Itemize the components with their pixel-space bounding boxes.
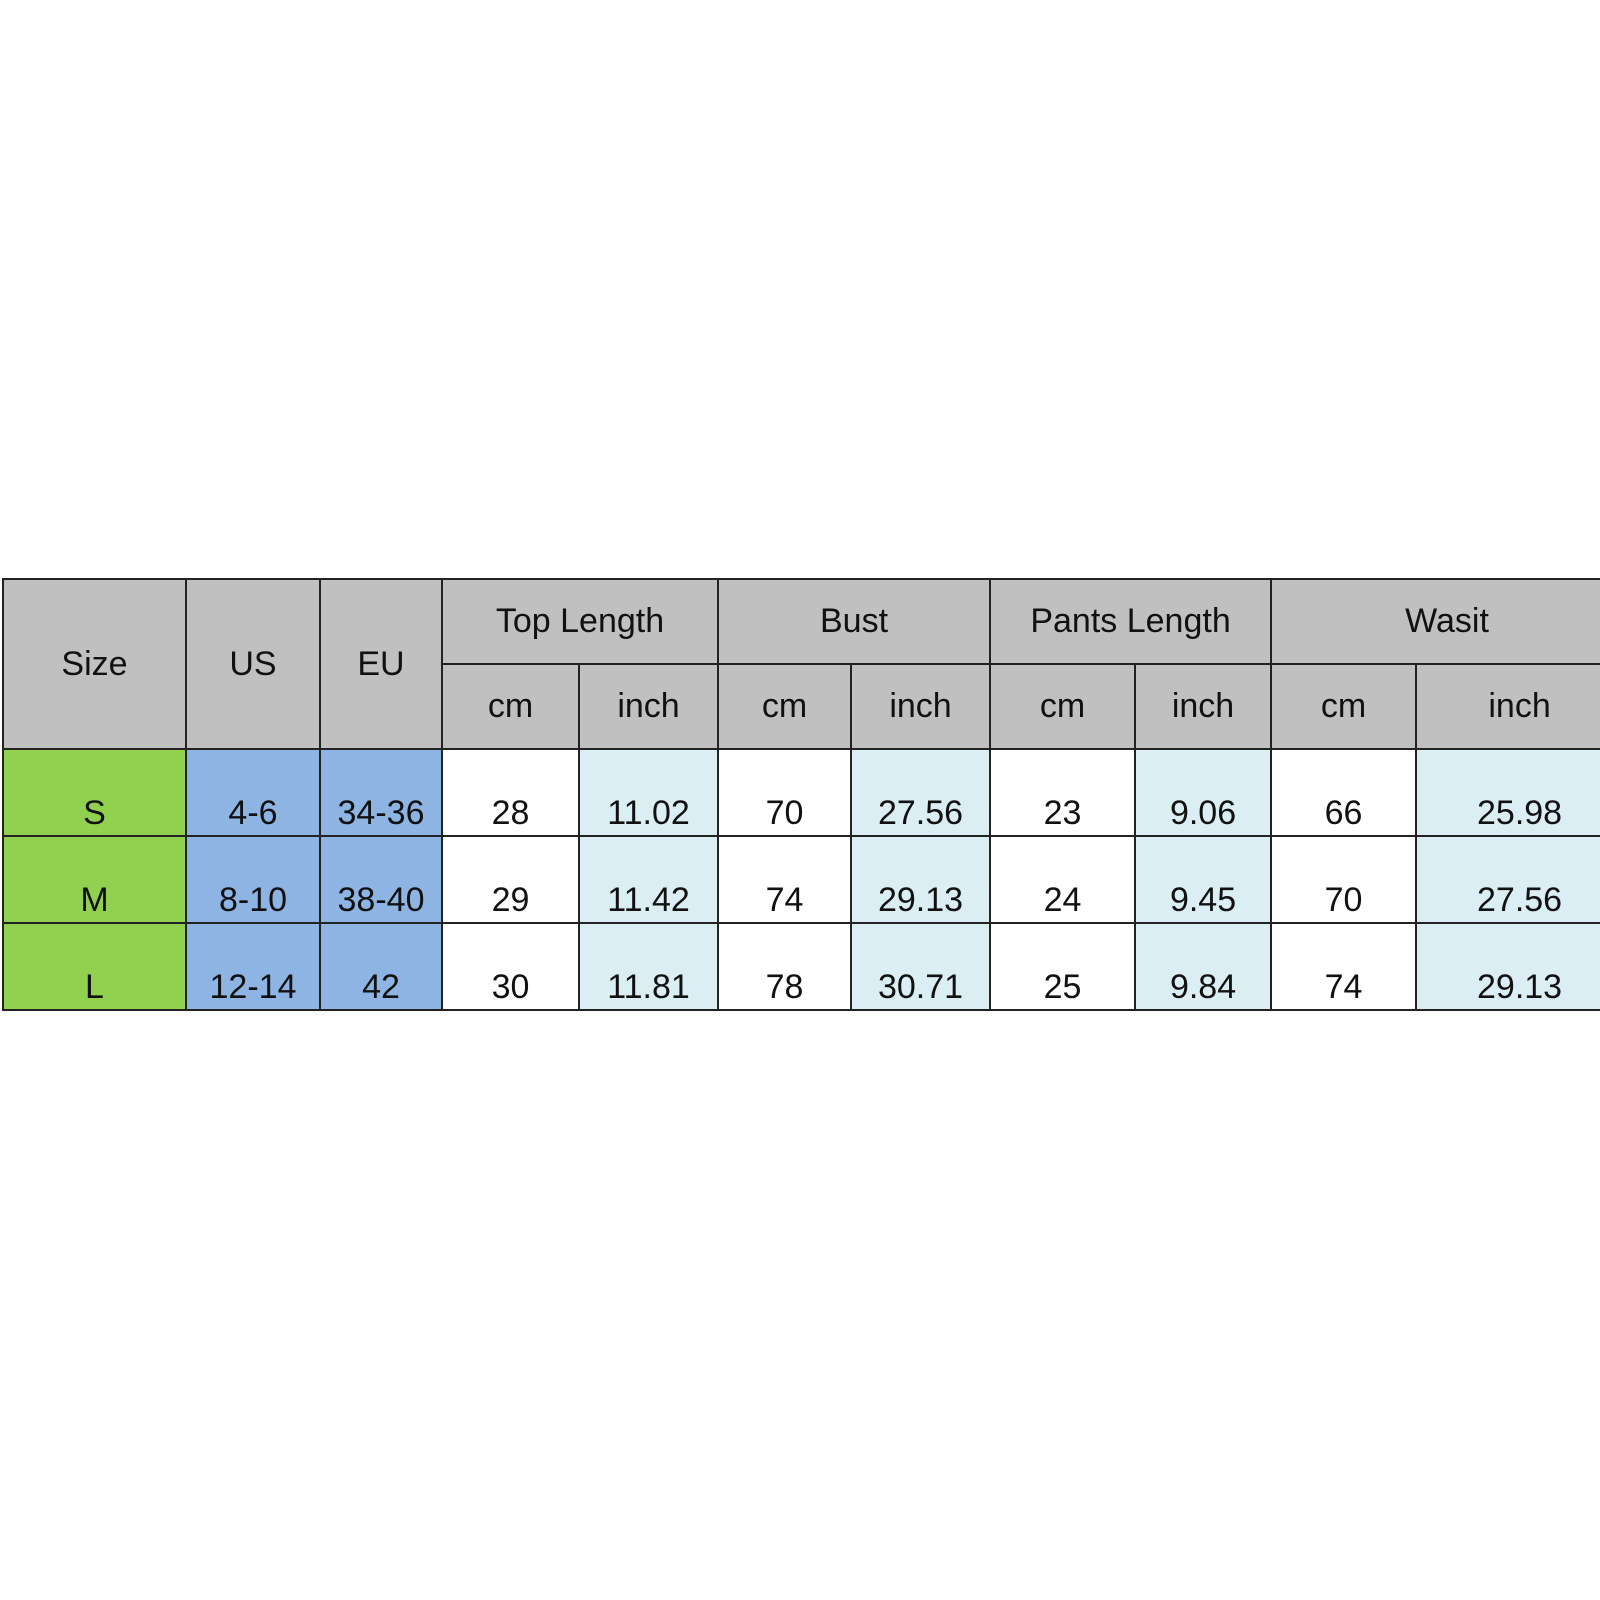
value-cell: 74 — [1270, 922, 1418, 1011]
value-cell: 66 — [1270, 748, 1418, 837]
us-cell: 12-14 — [185, 922, 321, 1011]
table-row: S 4-6 34-36 28 11.02 70 27.56 23 9.06 66… — [2, 748, 1600, 837]
size-cell: M — [2, 835, 187, 924]
value-cell: 29.13 — [1415, 922, 1600, 1011]
unit-header: inch — [1134, 663, 1273, 750]
header-bust: Bust — [717, 578, 992, 665]
value-cell: 25 — [989, 922, 1137, 1011]
value-cell: 9.45 — [1134, 835, 1273, 924]
unit-header: inch — [1415, 663, 1600, 750]
header-top-length: Top Length — [440, 578, 720, 665]
value-cell: 30.71 — [850, 922, 992, 1011]
value-cell: 25.98 — [1415, 748, 1600, 837]
value-cell: 9.06 — [1134, 748, 1273, 837]
header-us: US — [185, 578, 321, 750]
unit-header: inch — [577, 663, 720, 750]
value-cell: 27.56 — [850, 748, 992, 837]
unit-header: inch — [850, 663, 992, 750]
value-cell: 70 — [1270, 835, 1418, 924]
value-cell: 27.56 — [1415, 835, 1600, 924]
us-cell: 8-10 — [185, 835, 321, 924]
value-cell: 28 — [441, 748, 580, 837]
value-cell: 11.02 — [577, 748, 720, 837]
value-cell: 29.13 — [850, 835, 992, 924]
unit-header: cm — [717, 663, 853, 750]
size-cell: S — [2, 748, 187, 837]
eu-cell: 34-36 — [319, 748, 443, 837]
value-cell: 30 — [441, 922, 580, 1011]
unit-header: cm — [441, 663, 580, 750]
eu-cell: 42 — [319, 922, 443, 1011]
value-cell: 29 — [441, 835, 580, 924]
table-row: L 12-14 42 30 11.81 78 30.71 25 9.84 74 … — [2, 922, 1600, 1011]
table-row: M 8-10 38-40 29 11.42 74 29.13 24 9.45 7… — [2, 835, 1600, 924]
size-cell: L — [2, 922, 187, 1011]
value-cell: 74 — [717, 835, 853, 924]
eu-cell: 38-40 — [319, 835, 443, 924]
unit-header: cm — [1270, 663, 1418, 750]
header-pants-length: Pants Length — [989, 578, 1273, 665]
value-cell: 9.84 — [1134, 922, 1273, 1011]
value-cell: 24 — [989, 835, 1137, 924]
header-row-groups: Size US EU Top Length Bust Pants Length … — [2, 578, 1600, 750]
value-cell: 23 — [989, 748, 1137, 837]
value-cell: 70 — [717, 748, 853, 837]
unit-header: cm — [989, 663, 1137, 750]
value-cell: 11.81 — [577, 922, 720, 1011]
value-cell: 78 — [717, 922, 853, 1011]
header-row-units: cm inch cm inch cm inch cm inch — [3, 663, 1600, 750]
header-eu: EU — [319, 578, 443, 750]
us-cell: 4-6 — [185, 748, 321, 837]
size-chart-table: Size US EU Top Length Bust Pants Length … — [2, 578, 1600, 1011]
header-waist: Wasit — [1270, 578, 1600, 665]
value-cell: 11.42 — [577, 835, 720, 924]
header-size: Size — [2, 578, 187, 750]
